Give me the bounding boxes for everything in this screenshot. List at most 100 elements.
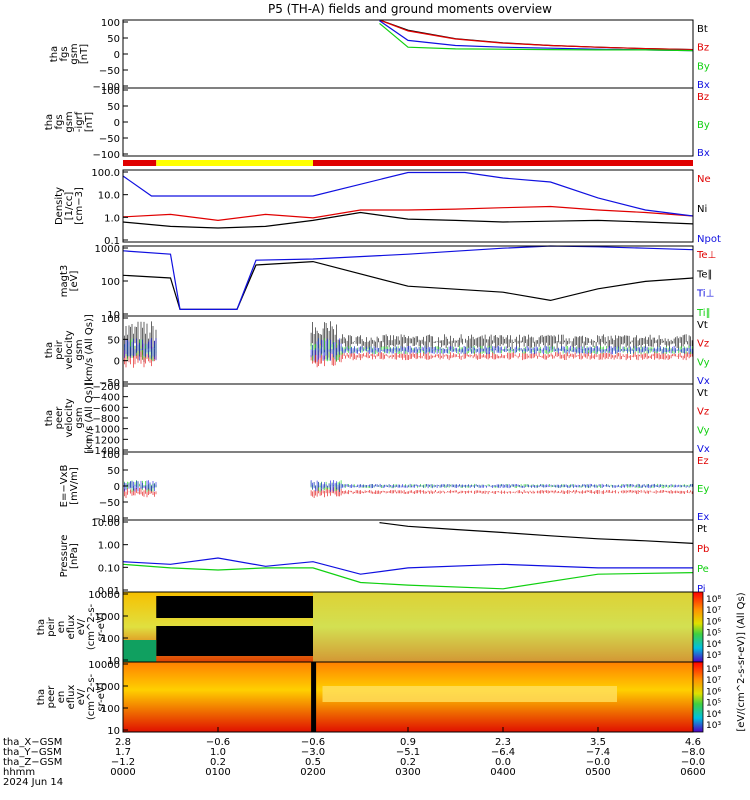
y-label-line: [cm−3]	[74, 187, 85, 225]
x-tick-label-x: 4.6	[685, 737, 701, 748]
y-tick-label: −50	[99, 378, 120, 389]
y-label-line: [eV]	[69, 271, 80, 292]
x-row-label: tha_Z−GSM	[3, 757, 62, 768]
y-label-peer: tha peer velocity gsm [km/s (All Qs)]	[44, 382, 95, 454]
y-label-line: sr-eV)	[96, 612, 107, 641]
legend-entry-By: By	[697, 61, 710, 72]
y-tick-label: 10	[107, 310, 120, 321]
y-label-line: fgs	[54, 114, 65, 129]
legend-fgs2: Bz By Bx	[697, 92, 710, 159]
x-tick-label-x: 3.5	[590, 737, 606, 748]
colorbar-tick: 10⁴	[706, 640, 721, 650]
legend-fgs1: Bt Bz By Bx	[697, 24, 710, 91]
legend-entry-Bt: Bt	[697, 24, 708, 35]
legend-density: Ne Ni Npot	[697, 174, 721, 245]
legend-entry-Vx: Vx	[697, 444, 710, 455]
legend-entry-Ey: Ey	[697, 484, 709, 495]
x-tick-label-y: −7.4	[586, 747, 610, 758]
y-label-peir: tha peir velocity gsm [km/s (All Qs)]	[44, 314, 95, 386]
y-tick-label: 1000	[95, 682, 120, 693]
y-tick-label: 50	[107, 335, 120, 346]
x-tick-label-t: 0500	[585, 767, 610, 778]
panel-fgs2: 100 50 0 −50 −100 tha fgs gsm -igrf [nT] Bz By Bx	[44, 86, 710, 161]
series-Pi	[122, 557, 693, 575]
colorbar-tick: 10⁵	[706, 629, 721, 639]
x-tick-label-y: −8.0	[681, 747, 705, 758]
x-tick-label-z: −0.0	[586, 757, 610, 768]
x-tick-label-t: 0000	[110, 767, 135, 778]
y-label-line: eV/	[76, 688, 87, 705]
y-tick-label: −100	[93, 82, 120, 93]
traces-peir	[122, 321, 693, 368]
traces-density	[122, 171, 694, 229]
legend-entry-Pe: Pe	[697, 564, 709, 575]
y-tick-label: 10.0	[98, 191, 120, 202]
y-label-line: tha	[36, 619, 47, 635]
x-tick-label-x: 0.9	[400, 737, 416, 748]
panel-peir: 100 50 0 −50 tha peir velocity gsm [km/s (All Qs…	[44, 314, 710, 389]
panel-frame	[122, 519, 694, 593]
traces-pressure	[122, 522, 694, 590]
y-label-pressure: Pressure [nPa]	[59, 535, 80, 578]
traces-temp	[122, 245, 694, 310]
x-tick-label-x: −0.6	[301, 737, 325, 748]
legend-entry-By: By	[697, 120, 710, 131]
y-tick-label: −50	[99, 498, 120, 509]
y-tick-label: 0.10	[98, 563, 120, 574]
y-label-line: eV/	[76, 618, 87, 635]
x-tick-label-y: −6.4	[491, 747, 515, 758]
legend-entry-Pt: Pt	[697, 524, 707, 535]
legend-entry-Vt: Vt	[697, 388, 708, 399]
colorbar-label: [eV/(cm^2-s-sr-eV)] (All Qs)	[736, 592, 747, 731]
colorbar-tick: 10³	[706, 651, 721, 661]
plot-title: P5 (TH-A) fields and ground moments over…	[268, 2, 552, 16]
legend-entry-Pb: Pb	[697, 544, 709, 555]
y-label-line: eflux	[66, 615, 77, 640]
spectrogram-gap	[311, 662, 317, 732]
y-label-line: Pressure	[59, 535, 70, 578]
colorbar-tick: 10⁸	[706, 665, 721, 675]
y-label-line: peir	[46, 616, 57, 636]
y-tick-label: −400	[93, 393, 120, 404]
legend-pressure: Pt Pb Pe Pi	[697, 524, 709, 595]
x-tick-label-z: −1.2	[111, 757, 135, 768]
y-tick-label: 1000	[95, 612, 120, 623]
panel-fgs1: 100 50 0 −50 −100 tha fgs gsm [nT] Bt Bz By Bx	[49, 18, 710, 93]
x-tick-label-z: −0.0	[681, 757, 705, 768]
panel-pressure: 10.00 1.00 0.10 0.01 Pressure [nPa] Pt Pb Pe Pi	[59, 518, 709, 597]
y-tick-label: −50	[99, 134, 120, 145]
panel-frame	[122, 451, 694, 521]
legend-entry-Te⊥: Te⊥	[696, 250, 716, 261]
y-tick-label: 100	[101, 277, 120, 288]
y-tick-label: 0	[114, 357, 120, 368]
y-tick-label: 1000	[95, 244, 120, 255]
legend-entry-Vz: Vz	[697, 407, 709, 418]
x-tick-label-t: 0200	[300, 767, 325, 778]
series-Pe	[122, 563, 694, 590]
legend-peer: Vt Vz Vy Vx	[697, 388, 710, 455]
mode-bar-segment-0	[123, 160, 157, 166]
y-label-line: Density	[54, 187, 65, 225]
legend-efield: Ez Ey Ex	[697, 456, 709, 523]
x-row-label: tha_X−GSM	[3, 737, 62, 748]
x-row-label: tha_Y−GSM	[3, 747, 62, 758]
colorbar-tick: 10⁶	[706, 617, 721, 627]
panel-density: 100.0 10.0 1.0 0.1 Density [1/cc] [cm−3] Ne Ni Np…	[54, 168, 721, 247]
x-tick-label-z: 0.2	[210, 757, 226, 768]
x-tick-label-t: 0100	[205, 767, 230, 778]
colorbar-tick: 10⁸	[706, 595, 721, 605]
y-tick-label: 100	[101, 634, 120, 645]
y-tick-label: −100	[93, 514, 120, 525]
series-Bz	[379, 19, 694, 51]
colorbar-tick: 10³	[706, 721, 721, 731]
y-label-line: peir	[54, 339, 65, 359]
y-tick-label: 10.00	[91, 518, 120, 529]
y-tick-label: 10	[107, 656, 120, 667]
y-label-line: (cm^2-s-	[86, 673, 97, 720]
y-label-line: [mV/m]	[69, 467, 80, 505]
y-label-line: velocity	[64, 330, 75, 369]
